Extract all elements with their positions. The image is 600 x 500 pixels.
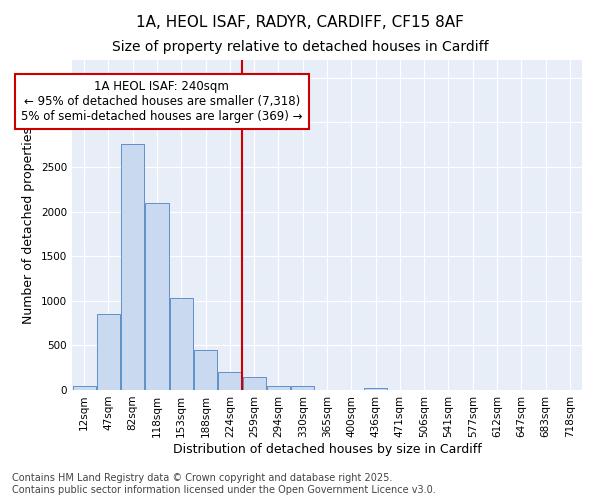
Bar <box>242 377 266 390</box>
Bar <box>194 350 217 390</box>
Bar <box>97 314 120 390</box>
Bar <box>218 372 241 390</box>
Bar <box>145 202 169 390</box>
Text: Contains HM Land Registry data © Crown copyright and database right 2025.
Contai: Contains HM Land Registry data © Crown c… <box>12 474 436 495</box>
Bar <box>170 298 193 390</box>
Bar <box>121 144 144 390</box>
Bar <box>73 386 95 390</box>
Text: 1A, HEOL ISAF, RADYR, CARDIFF, CF15 8AF: 1A, HEOL ISAF, RADYR, CARDIFF, CF15 8AF <box>136 15 464 30</box>
Bar <box>267 386 290 390</box>
Bar <box>291 386 314 390</box>
Y-axis label: Number of detached properties: Number of detached properties <box>22 126 35 324</box>
Bar <box>364 388 387 390</box>
X-axis label: Distribution of detached houses by size in Cardiff: Distribution of detached houses by size … <box>173 442 481 456</box>
Text: Size of property relative to detached houses in Cardiff: Size of property relative to detached ho… <box>112 40 488 54</box>
Text: 1A HEOL ISAF: 240sqm
← 95% of detached houses are smaller (7,318)
5% of semi-det: 1A HEOL ISAF: 240sqm ← 95% of detached h… <box>21 80 302 122</box>
